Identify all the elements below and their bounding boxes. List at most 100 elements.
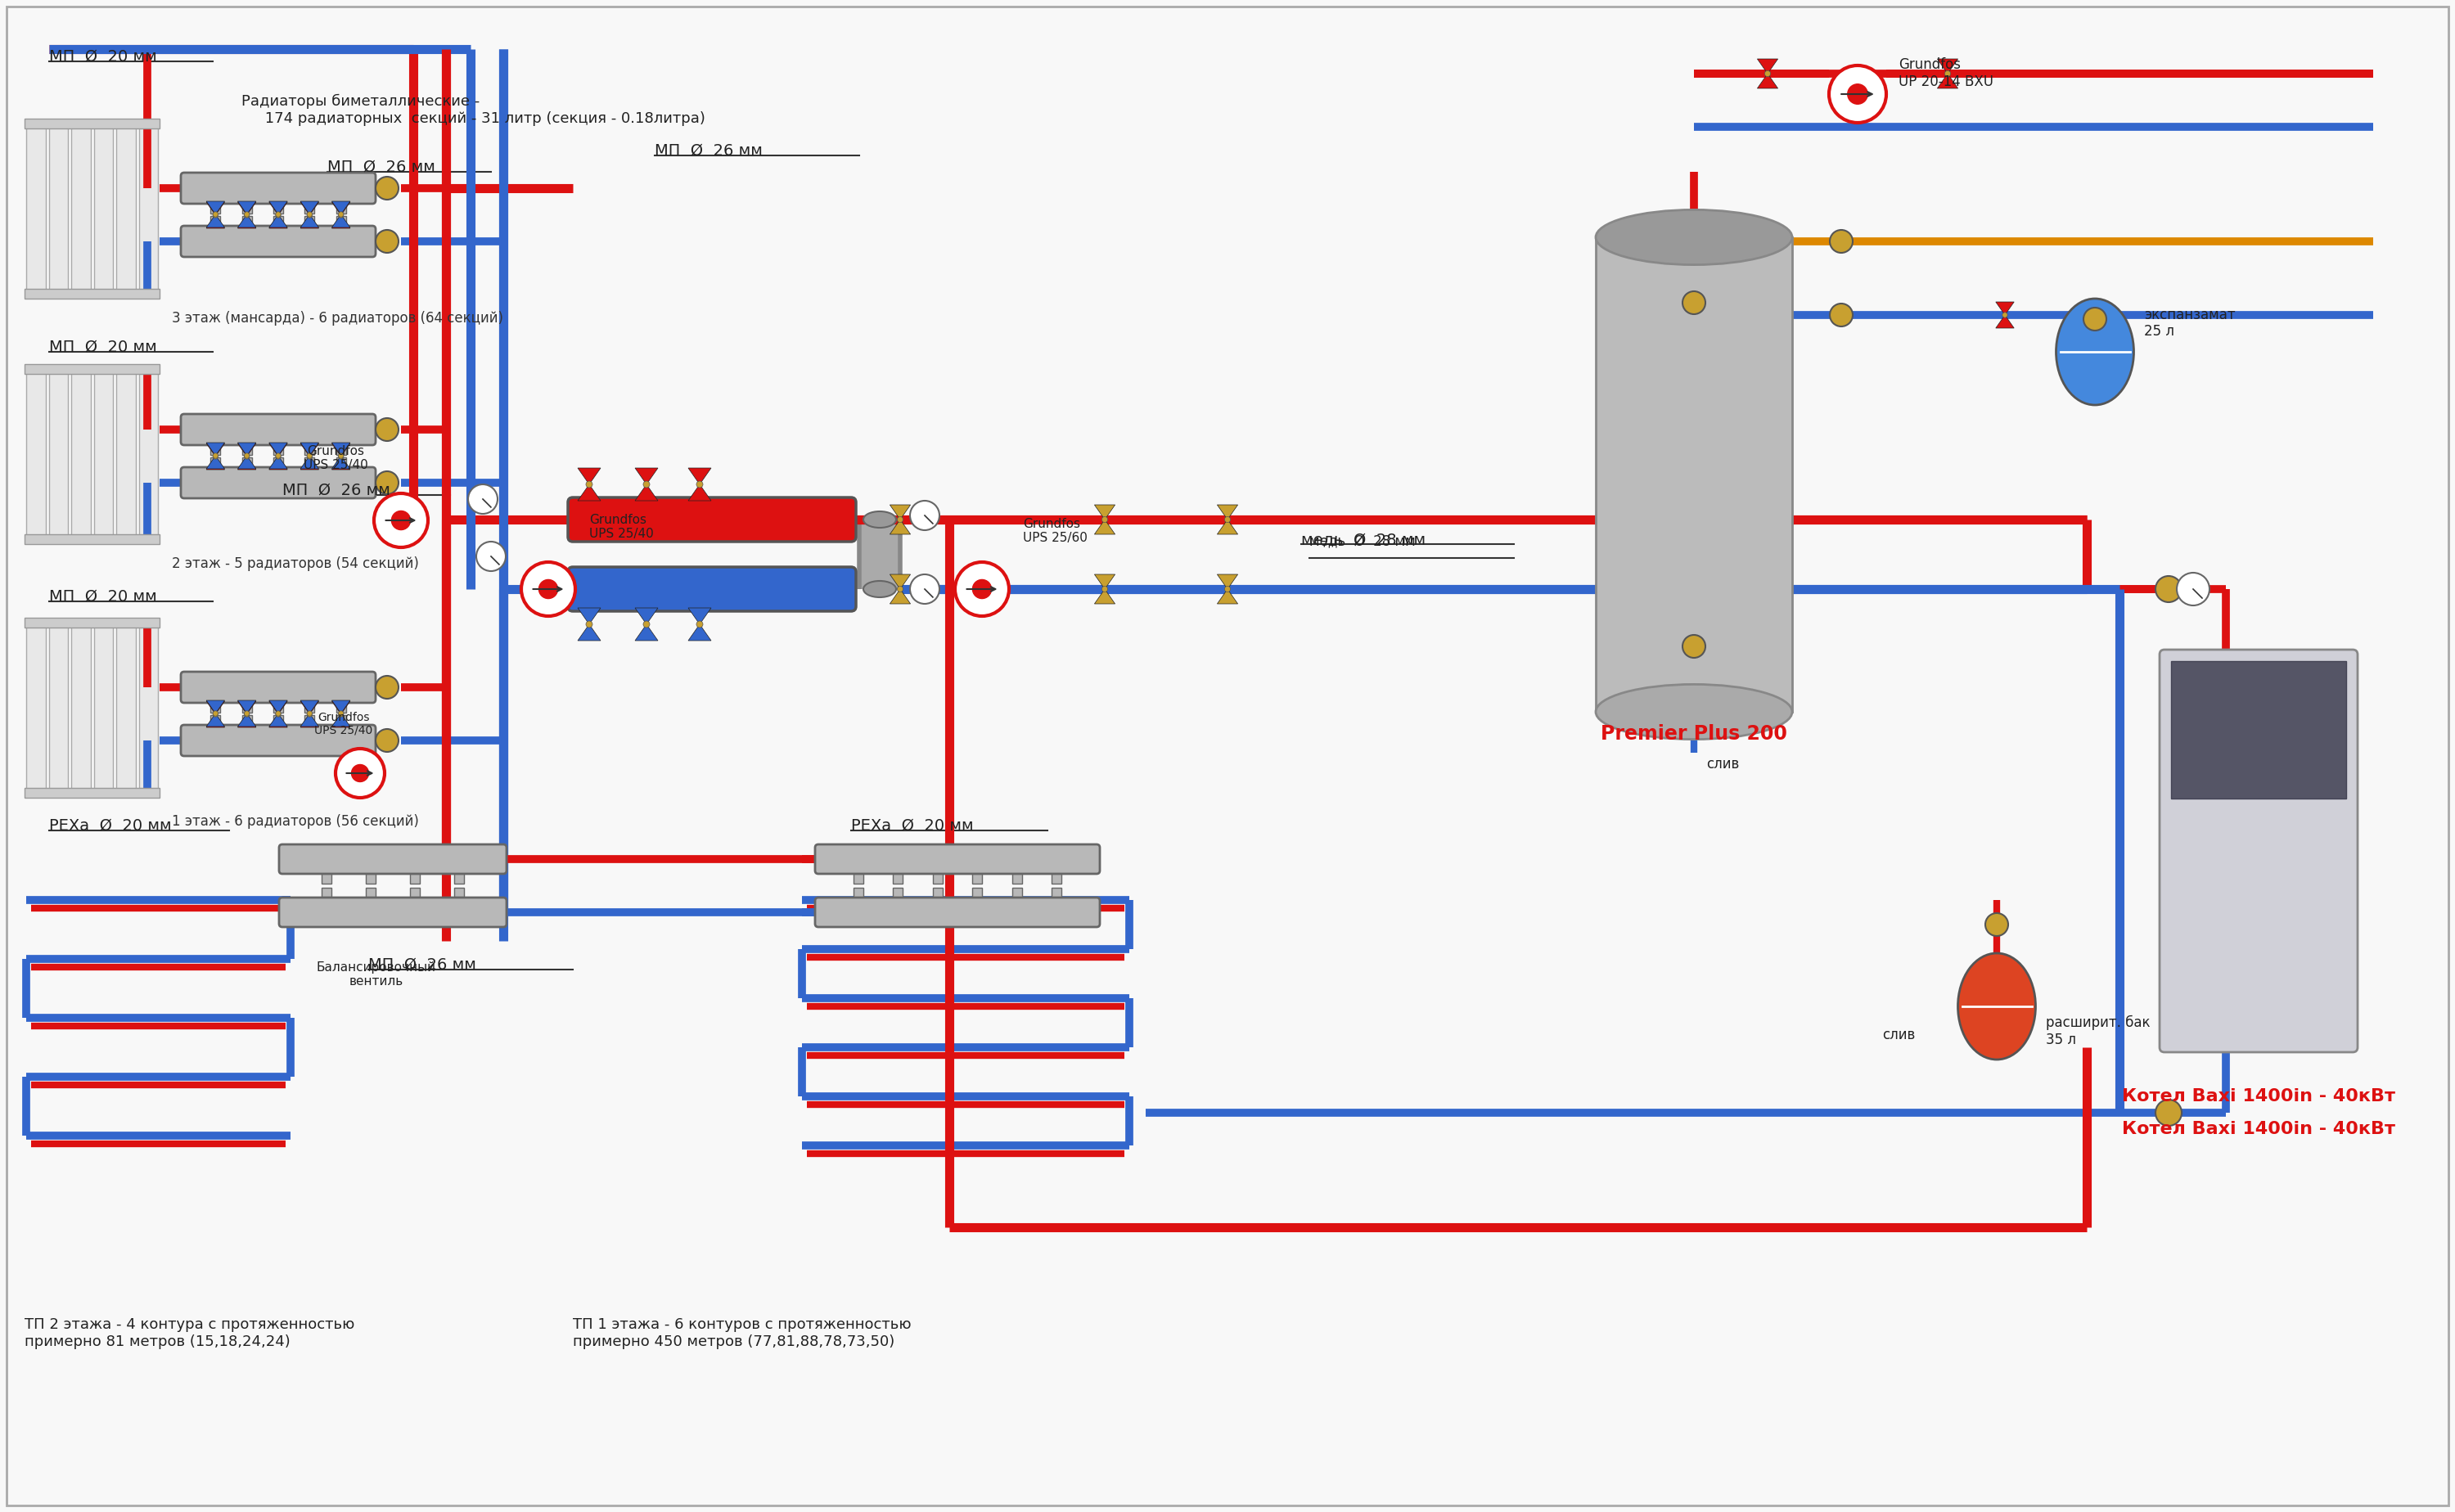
Circle shape [1829, 230, 1854, 253]
Polygon shape [206, 201, 226, 215]
Text: 2 этаж - 5 радиаторов (54 секций): 2 этаж - 5 радиаторов (54 секций) [172, 556, 420, 572]
Polygon shape [1095, 505, 1115, 520]
Polygon shape [270, 714, 287, 727]
Polygon shape [1758, 59, 1777, 74]
Polygon shape [238, 700, 255, 714]
Bar [243, 699, 253, 712]
Circle shape [376, 729, 398, 751]
Circle shape [376, 177, 398, 200]
Circle shape [643, 621, 651, 627]
Circle shape [214, 711, 218, 717]
Circle shape [214, 712, 218, 717]
Circle shape [1225, 587, 1230, 593]
Bar [273, 216, 282, 231]
Text: 3 этаж (мансарда) - 6 радиаторов (64 секций): 3 этаж (мансарда) - 6 радиаторов (64 сек… [172, 311, 503, 325]
Circle shape [896, 587, 903, 593]
Text: Grundfos
UPS 25/40: Grundfos UPS 25/40 [589, 514, 653, 540]
Polygon shape [238, 201, 255, 215]
Polygon shape [636, 624, 658, 641]
Ellipse shape [2057, 299, 2133, 405]
Text: Балансировочный
вентиль: Балансировочный вентиль [317, 962, 437, 987]
Polygon shape [1996, 314, 2013, 328]
Bar [336, 715, 346, 730]
Circle shape [1102, 517, 1107, 523]
Circle shape [697, 481, 702, 488]
Circle shape [1682, 635, 1706, 658]
Circle shape [1829, 304, 1854, 327]
Polygon shape [270, 443, 287, 455]
Circle shape [587, 481, 592, 488]
Text: слив: слив [1706, 758, 1738, 771]
Circle shape [339, 454, 344, 458]
Polygon shape [300, 457, 319, 470]
Polygon shape [238, 443, 255, 457]
Circle shape [538, 579, 557, 599]
Text: РЕХа  Ø  20 мм: РЕХа Ø 20 мм [852, 818, 975, 833]
Text: МП  Ø  26 мм: МП Ø 26 мм [368, 957, 476, 972]
Bar [273, 198, 282, 213]
FancyBboxPatch shape [182, 172, 376, 204]
Bar [243, 198, 253, 213]
Bar [454, 888, 464, 903]
Polygon shape [270, 215, 287, 228]
Bar [243, 440, 253, 455]
Bar [894, 888, 903, 903]
Circle shape [339, 213, 344, 218]
Circle shape [2155, 1099, 2182, 1126]
Bar [93, 121, 113, 296]
Polygon shape [636, 608, 658, 624]
Polygon shape [636, 469, 658, 484]
Bar [273, 457, 282, 472]
Text: медь  Ø  28 мм: медь Ø 28 мм [1301, 532, 1426, 547]
Polygon shape [331, 714, 351, 727]
Circle shape [1986, 913, 2008, 936]
Polygon shape [1095, 575, 1115, 590]
Bar [273, 440, 282, 455]
Bar [27, 366, 44, 543]
Polygon shape [270, 455, 287, 469]
Circle shape [376, 230, 398, 253]
Bar [137, 121, 157, 296]
Bar [25, 364, 160, 373]
Polygon shape [206, 215, 226, 227]
Circle shape [390, 511, 410, 529]
Polygon shape [270, 700, 287, 714]
Bar [972, 869, 982, 883]
Text: МП  Ø  26 мм: МП Ø 26 мм [282, 482, 390, 499]
Bar [336, 457, 346, 472]
Circle shape [214, 212, 218, 218]
Circle shape [469, 484, 498, 514]
Bar [336, 440, 346, 455]
Circle shape [1102, 587, 1107, 593]
Bar [1051, 888, 1061, 903]
Polygon shape [687, 608, 712, 624]
Polygon shape [636, 484, 658, 500]
Text: Радиаторы биметаллические -
     174 радиаторных  секций - 31 литр (секция - 0.1: Радиаторы биметаллические - 174 радиатор… [241, 94, 705, 125]
Circle shape [339, 712, 344, 717]
Bar [115, 620, 135, 797]
Polygon shape [1095, 590, 1115, 603]
Bar [933, 888, 943, 903]
Polygon shape [300, 201, 319, 215]
Bar [115, 121, 135, 296]
FancyBboxPatch shape [182, 225, 376, 257]
Polygon shape [331, 203, 351, 215]
Ellipse shape [1596, 210, 1792, 265]
Circle shape [1682, 292, 1706, 314]
FancyBboxPatch shape [567, 497, 857, 541]
Polygon shape [1937, 59, 1959, 74]
Bar [211, 198, 221, 213]
Bar [211, 216, 221, 231]
Polygon shape [206, 714, 226, 727]
FancyBboxPatch shape [567, 567, 857, 611]
Circle shape [896, 517, 903, 523]
Bar [304, 715, 314, 730]
Bar [25, 534, 160, 544]
Text: Котел Baxi 1400in - 40кВт: Котел Baxi 1400in - 40кВт [2121, 1089, 2396, 1105]
Ellipse shape [864, 511, 896, 528]
Polygon shape [238, 714, 255, 727]
Text: 1 этаж - 6 радиаторов (56 секций): 1 этаж - 6 радиаторов (56 секций) [172, 813, 420, 829]
Bar [49, 366, 69, 543]
Circle shape [2003, 313, 2008, 318]
Text: МП  Ø  20 мм: МП Ø 20 мм [49, 590, 157, 605]
